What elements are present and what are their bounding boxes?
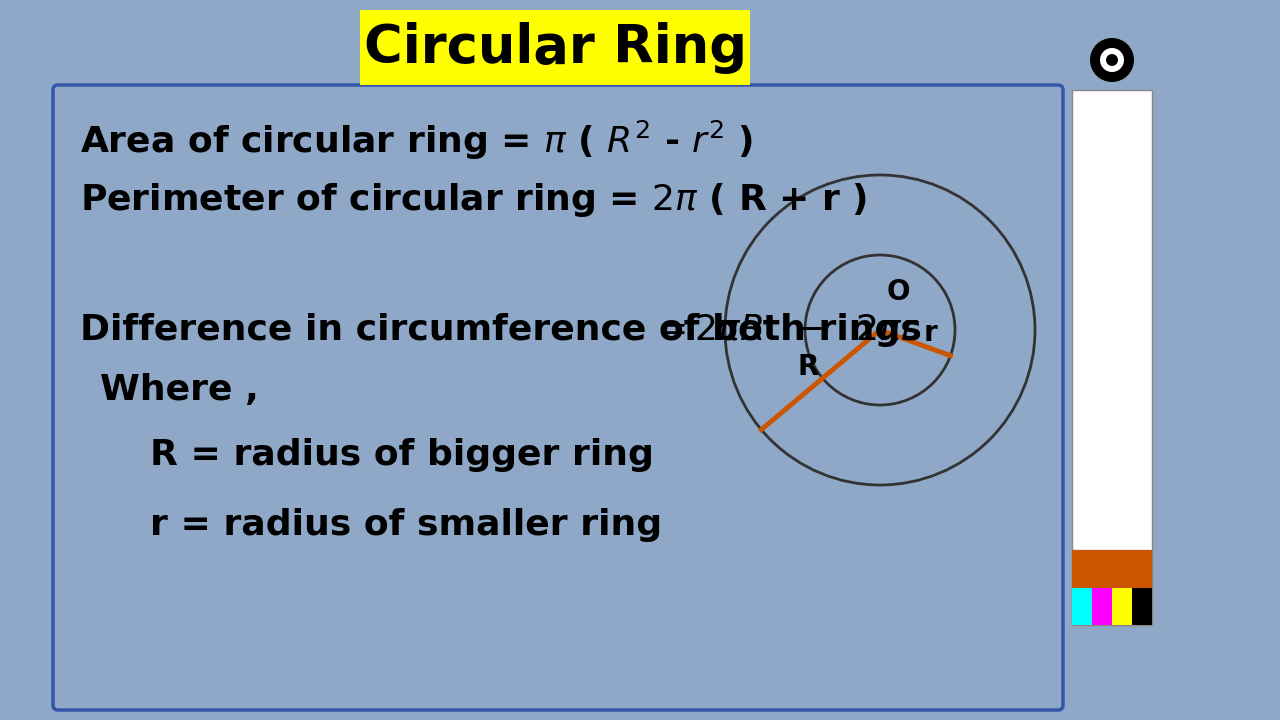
FancyBboxPatch shape — [1065, 0, 1280, 720]
Text: Where ,: Where , — [100, 373, 259, 407]
Text: r = radius of smaller ring: r = radius of smaller ring — [150, 508, 662, 542]
FancyBboxPatch shape — [1073, 90, 1152, 625]
Text: r: r — [923, 320, 937, 347]
FancyBboxPatch shape — [1073, 588, 1092, 625]
Text: Difference in circumference of both rings: Difference in circumference of both ring… — [79, 313, 922, 347]
FancyBboxPatch shape — [1073, 550, 1152, 588]
FancyBboxPatch shape — [1073, 550, 1152, 625]
Text: Area of circular ring = $\pi$ ( $R^2$ - $r^2$ ): Area of circular ring = $\pi$ ( $R^2$ - … — [79, 118, 753, 161]
Text: Perimeter of circular ring = $2\pi$ ( R + r ): Perimeter of circular ring = $2\pi$ ( R … — [79, 181, 867, 219]
FancyBboxPatch shape — [1092, 588, 1112, 625]
FancyBboxPatch shape — [52, 85, 1062, 710]
FancyBboxPatch shape — [360, 10, 750, 85]
Circle shape — [1106, 54, 1117, 66]
FancyBboxPatch shape — [1132, 588, 1152, 625]
Circle shape — [1091, 38, 1134, 82]
FancyBboxPatch shape — [1112, 588, 1132, 625]
Text: R: R — [797, 353, 819, 381]
Text: $= 2\pi R\ \ -\ \ 2\pi r$: $= 2\pi R\ \ -\ \ 2\pi r$ — [650, 313, 919, 347]
Text: Circular Ring: Circular Ring — [364, 22, 746, 74]
Text: O: O — [886, 278, 910, 306]
Circle shape — [1100, 48, 1124, 72]
Text: R = radius of bigger ring: R = radius of bigger ring — [150, 438, 654, 472]
